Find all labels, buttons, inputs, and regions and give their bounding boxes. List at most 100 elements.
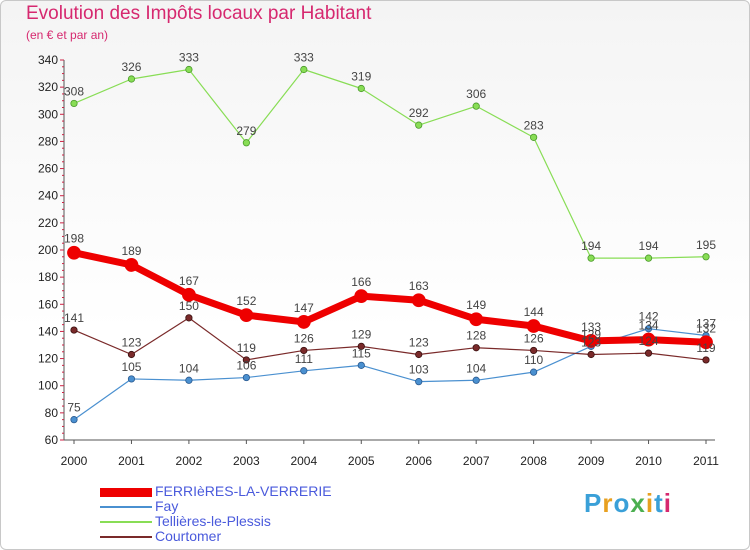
logo-letter: P: [584, 488, 603, 518]
legend-swatch: [100, 536, 152, 538]
data-point: [300, 346, 308, 355]
data-label: 163: [409, 279, 429, 293]
logo-letter: r: [602, 488, 614, 518]
data-label: 308: [64, 84, 84, 98]
data-label: 167: [179, 274, 199, 288]
data-label: 147: [294, 301, 314, 315]
x-tick-label: 2004: [290, 454, 317, 468]
y-tick-label: 260: [38, 162, 58, 176]
data-point: [70, 326, 78, 334]
data-label: 319: [351, 70, 371, 84]
x-tick-label: 2000: [61, 454, 88, 468]
data-point: [239, 308, 254, 323]
series-line: [73, 68, 707, 259]
data-point: [584, 334, 598, 348]
y-tick-label: 220: [38, 216, 58, 230]
data-point: [530, 133, 538, 141]
data-point: [472, 376, 480, 384]
legend-swatch: [100, 487, 152, 497]
data-point: [472, 344, 480, 352]
logo-letter: i: [645, 488, 655, 518]
data-point: [644, 254, 653, 262]
data-label: 126: [294, 331, 314, 345]
data-point: [242, 373, 250, 382]
x-tick-label: 2007: [463, 454, 490, 468]
data-label: 283: [524, 118, 544, 132]
data-label: 128: [466, 329, 486, 343]
data-point: [242, 356, 250, 364]
data-label: 104: [466, 361, 486, 375]
data-label: 149: [466, 298, 486, 312]
legend-swatch: [100, 521, 152, 523]
data-label: 195: [696, 238, 716, 252]
data-point: [587, 350, 595, 359]
proxiti-logo: Proxiti: [584, 488, 672, 519]
data-label: 75: [67, 401, 81, 415]
series-telli-res-le-plessis: [70, 65, 710, 262]
data-label: 166: [351, 275, 371, 289]
data-label: 141: [64, 311, 84, 325]
y-tick-label: 60: [45, 433, 59, 447]
data-label: 150: [179, 299, 199, 313]
legend-label: Tellières-le-Plessis: [155, 513, 271, 529]
x-tick-label: 2011: [693, 454, 719, 468]
x-tick-label: 2001: [118, 454, 145, 468]
data-label: 110: [524, 353, 543, 367]
data-label: 194: [639, 239, 659, 253]
data-point: [357, 361, 365, 369]
data-point: [127, 375, 136, 383]
data-point: [127, 350, 136, 359]
data-point: [124, 258, 139, 272]
x-tick-label: 2006: [405, 454, 432, 468]
y-tick-label: 200: [38, 243, 58, 257]
chart-subtitle: (en € et par an): [26, 28, 109, 42]
y-tick-label: 320: [38, 80, 58, 94]
chart-title: Evolution des Impôts locaux par Habitant: [26, 3, 372, 24]
data-point: [526, 319, 541, 333]
x-tick-label: 2005: [348, 454, 375, 468]
data-label: 137: [696, 317, 716, 331]
data-point: [300, 367, 308, 375]
logo-letter: x: [630, 488, 646, 518]
legend-label: FERRIèRES-LA-VERRERIE: [155, 483, 332, 499]
data-label: 279: [236, 124, 256, 138]
data-label: 123: [581, 336, 601, 350]
data-point: [644, 349, 653, 357]
data-point: [185, 314, 193, 322]
y-axis: 60 80 100 120 140 160 180 200 220 240 260 280 300 320…: [38, 53, 65, 447]
data-point: [411, 293, 426, 308]
x-axis: 2000 2001 2002 2003 2004 2005 2006 2007 2008 2009…: [61, 439, 719, 468]
y-tick-label: 100: [38, 379, 58, 393]
data-point: [357, 342, 365, 350]
data-label: 129: [351, 327, 371, 341]
data-point: [70, 416, 78, 424]
data-point: [702, 253, 710, 261]
legend-label: Courtomer: [155, 528, 222, 544]
data-label: 292: [409, 106, 429, 120]
data-point: [702, 356, 710, 364]
y-tick-label: 80: [45, 406, 59, 420]
data-label: 134: [639, 319, 659, 333]
data-label: 105: [121, 360, 141, 374]
data-point: [185, 376, 193, 384]
data-labels: 198 189 167 152 147 166 163 149 144 133 134 132 75 10…: [64, 51, 716, 415]
data-label: 133: [581, 320, 601, 334]
data-label: 142: [639, 310, 659, 324]
y-tick-label: 160: [38, 297, 58, 311]
logo-letter: o: [613, 488, 631, 518]
data-label: 198: [64, 232, 84, 246]
y-tick-label: 300: [38, 107, 58, 121]
x-tick-label: 2010: [635, 454, 662, 468]
data-point: [185, 65, 193, 74]
data-point: [127, 75, 136, 83]
series-ferri-res-la-verrerie: [67, 245, 713, 350]
logo-letter: t: [654, 488, 664, 518]
data-label: 194: [581, 239, 601, 253]
data-label: 326: [121, 60, 141, 74]
x-tick-label: 2008: [520, 454, 547, 468]
data-point: [296, 315, 311, 329]
data-label: 144: [524, 305, 544, 319]
data-label: 132: [696, 321, 716, 335]
